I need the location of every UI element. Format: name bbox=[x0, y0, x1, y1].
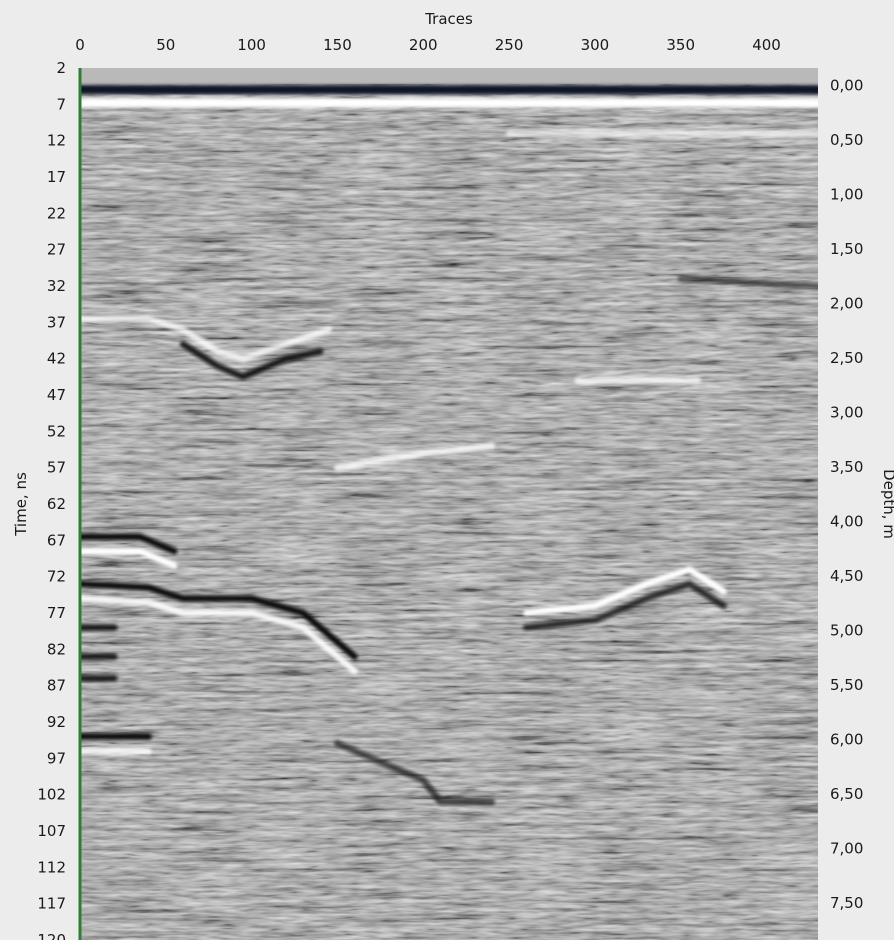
reflector-14 bbox=[334, 442, 496, 471]
radargram-fine-texture bbox=[80, 68, 818, 940]
y2-tick-label: 5,50 bbox=[830, 676, 863, 694]
y-tick-label: 77 bbox=[47, 604, 66, 622]
y-tick-label: 17 bbox=[47, 168, 66, 186]
y-tick-label: 120 bbox=[37, 931, 66, 940]
y-tick-label: 37 bbox=[47, 313, 66, 331]
x-tick-label: 350 bbox=[666, 36, 695, 54]
y2-tick-label: 3,00 bbox=[830, 403, 863, 421]
y-tick-label: 87 bbox=[47, 677, 66, 695]
reflector-7 bbox=[80, 580, 358, 660]
y-axis-ticks: 2712172227323742475257626772778287929710… bbox=[37, 59, 66, 940]
reflector-18 bbox=[334, 740, 496, 806]
y-tick-label: 72 bbox=[47, 568, 66, 586]
y-tick-label: 67 bbox=[47, 531, 66, 549]
y2-axis-ticks: 0,00 0,50 1,00 1,50 2,00 2,50 3,00 3,50 4,00 4,50… bbox=[830, 76, 863, 912]
x-axis-title: Traces bbox=[424, 10, 473, 28]
air-wave-band bbox=[80, 68, 818, 84]
reflector-4 bbox=[179, 340, 324, 381]
y2-tick-label: 6,00 bbox=[830, 730, 863, 748]
y2-tick-label: 7,50 bbox=[830, 894, 863, 912]
y2-tick-label: 7,00 bbox=[830, 839, 863, 857]
reflector-layer bbox=[80, 85, 818, 806]
y-tick-label: 2 bbox=[56, 59, 66, 77]
x-axis-ticks: 0 50 100 150 200 250 300 350 400 bbox=[75, 36, 781, 54]
y-tick-label: 12 bbox=[47, 132, 66, 150]
x-tick-label: 200 bbox=[409, 36, 438, 54]
reflector-16 bbox=[522, 580, 727, 631]
y2-tick-label: 1,00 bbox=[830, 185, 863, 203]
y-axis-title: Time, ns bbox=[12, 472, 30, 537]
y-tick-label: 7 bbox=[56, 95, 66, 113]
x-tick-label: 250 bbox=[495, 36, 524, 54]
radargram-plot-area bbox=[80, 68, 818, 940]
y2-tick-label: 6,50 bbox=[830, 785, 863, 803]
reflector-15 bbox=[522, 566, 727, 617]
y-tick-label: 102 bbox=[37, 786, 66, 804]
reflector-3 bbox=[80, 315, 333, 362]
reflector-8 bbox=[80, 595, 358, 675]
y-tick-label: 82 bbox=[47, 640, 66, 658]
y2-tick-label: 0,50 bbox=[830, 131, 863, 149]
y2-tick-label: 3,50 bbox=[830, 458, 863, 476]
x-tick-label: 400 bbox=[752, 36, 781, 54]
y-tick-label: 97 bbox=[47, 749, 66, 767]
x-tick-label: 50 bbox=[156, 36, 175, 54]
y-tick-label: 47 bbox=[47, 386, 66, 404]
y-tick-label: 57 bbox=[47, 459, 66, 477]
y-tick-label: 107 bbox=[37, 822, 66, 840]
x-tick-label: 100 bbox=[237, 36, 266, 54]
y2-tick-label: 0,00 bbox=[830, 76, 863, 94]
x-tick-label: 0 bbox=[75, 36, 85, 54]
y-tick-label: 27 bbox=[47, 241, 66, 259]
reflector-5 bbox=[80, 533, 178, 555]
y2-axis-title: Depth, m bbox=[880, 469, 894, 539]
y-tick-label: 22 bbox=[47, 204, 66, 222]
x-tick-label: 150 bbox=[323, 36, 352, 54]
y2-tick-label: 1,50 bbox=[830, 240, 863, 258]
y2-tick-label: 5,00 bbox=[830, 621, 863, 639]
y-tick-label: 92 bbox=[47, 713, 66, 731]
y-tick-label: 112 bbox=[37, 858, 66, 876]
x-tick-label: 300 bbox=[581, 36, 610, 54]
y-tick-label: 32 bbox=[47, 277, 66, 295]
y2-tick-label: 2,00 bbox=[830, 294, 863, 312]
y-tick-label: 117 bbox=[37, 895, 66, 913]
y-tick-label: 62 bbox=[47, 495, 66, 513]
y2-tick-label: 4,50 bbox=[830, 567, 863, 585]
y-tick-label: 52 bbox=[47, 422, 66, 440]
y-tick-label: 42 bbox=[47, 350, 66, 368]
reflector-6 bbox=[80, 547, 178, 570]
y2-tick-label: 2,50 bbox=[830, 349, 863, 367]
y2-tick-label: 4,00 bbox=[830, 512, 863, 530]
reflector-19 bbox=[677, 275, 818, 290]
